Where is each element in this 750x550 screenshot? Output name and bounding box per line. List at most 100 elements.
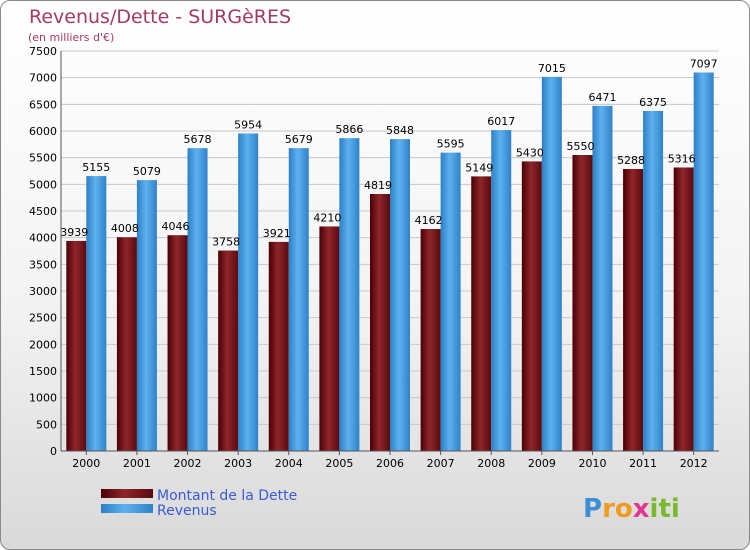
data-label: 4046: [162, 220, 190, 233]
y-tick-label: 1000: [29, 392, 57, 405]
revenus-bar: [693, 72, 714, 451]
data-label: 5079: [133, 165, 161, 178]
revenus-bar: [440, 152, 461, 451]
revenus-bar: [238, 133, 259, 451]
x-tick-label: 2010: [578, 457, 606, 470]
data-label: 5430: [516, 146, 544, 159]
debt-bar: [218, 250, 239, 451]
debt-bar: [471, 176, 492, 452]
x-tick-label: 2011: [629, 457, 657, 470]
y-tick-label: 7500: [29, 45, 57, 58]
data-label: 5678: [184, 133, 212, 146]
legend-label-revenus: Revenus: [157, 503, 217, 519]
data-label: 5155: [82, 161, 110, 174]
debt-bar: [66, 240, 87, 451]
x-tick-label: 2002: [174, 457, 202, 470]
data-label: 4008: [111, 222, 139, 235]
revenus-bar: [390, 139, 410, 451]
y-tick-label: 5000: [29, 178, 57, 191]
debt-bar: [167, 235, 188, 451]
x-tick-label: 2004: [275, 457, 303, 470]
x-tick-label: 2009: [528, 457, 556, 470]
revenus-bar: [136, 180, 157, 451]
debt-bar: [420, 229, 441, 451]
chart-subtitle: (en milliers d'€): [28, 31, 114, 44]
y-tick-label: 3500: [29, 258, 57, 271]
logo-letter: i: [650, 494, 659, 524]
legend-swatch-revenus: [101, 504, 153, 513]
logo-letter: r: [602, 494, 615, 524]
x-tick-label: 2003: [224, 457, 252, 470]
legend-label-debt: Montant de la Dette: [157, 488, 297, 504]
y-tick-label: 3000: [29, 285, 57, 298]
revenus-bar: [643, 111, 664, 451]
bars: [66, 72, 714, 452]
legend: Montant de la Dette Revenus: [101, 488, 297, 519]
data-label: 6471: [588, 91, 616, 104]
x-tick-label: 2006: [376, 457, 404, 470]
x-tick-label: 2005: [325, 457, 353, 470]
data-label: 5954: [234, 118, 262, 131]
legend-swatch-debt: [101, 489, 153, 498]
data-label: 5595: [437, 138, 465, 151]
y-tick-label: 6000: [29, 125, 57, 138]
y-axis-ticks: 0 500 1000 1500 2000 2500 3000 3500 4000 4500 5000…: [29, 45, 57, 458]
x-tick-label: 2007: [427, 457, 455, 470]
data-label: 5550: [566, 140, 594, 153]
y-tick-label: 6500: [29, 98, 57, 111]
revenus-bar: [491, 130, 512, 452]
chart-title: Revenus/Dette - SURGèRES: [29, 6, 291, 28]
x-tick-label: 2012: [680, 457, 708, 470]
data-label: 5316: [668, 152, 696, 165]
data-label: 5149: [465, 161, 493, 174]
debt-bar: [673, 167, 694, 452]
revenus-bar: [86, 176, 107, 452]
debt-bar: [572, 155, 593, 451]
logo-letter: t: [658, 494, 670, 524]
logo-letter: P: [583, 494, 602, 524]
data-label: 3758: [212, 236, 240, 249]
y-tick-label: 2500: [29, 312, 57, 325]
axes: [60, 51, 719, 452]
data-label: 6375: [639, 96, 667, 109]
data-label: 6017: [487, 115, 515, 128]
debt-bar: [521, 161, 542, 451]
data-label: 5679: [285, 133, 313, 146]
y-tick-label: 1500: [29, 365, 57, 378]
x-tick-label: 2000: [72, 457, 100, 470]
logo-letter: o: [615, 494, 633, 524]
data-label: 4819: [364, 179, 392, 192]
revenus-bar: [541, 76, 562, 451]
debt-bar: [268, 241, 289, 451]
debt-bar: [623, 168, 644, 451]
data-label: 7015: [538, 62, 566, 75]
revenus-bar: [187, 148, 208, 451]
data-label: 3921: [263, 227, 291, 240]
y-tick-label: 5500: [29, 152, 57, 165]
data-label: 4210: [313, 211, 341, 224]
revenus-bar: [288, 148, 309, 451]
data-label: 4162: [415, 214, 443, 227]
data-label: 5866: [335, 123, 363, 136]
proxiti-logo: Proxiti: [583, 494, 680, 524]
logo-letter: i: [671, 494, 680, 524]
y-tick-label: 4000: [29, 232, 57, 245]
y-tick-label: 0: [50, 445, 57, 458]
data-label: 3939: [60, 226, 88, 239]
x-tick-label: 2008: [477, 457, 505, 470]
data-label: 7097: [690, 57, 718, 70]
revenus-bar: [592, 105, 613, 451]
debt-bar: [116, 237, 137, 451]
logo-letter: x: [633, 494, 650, 524]
y-tick-label: 7000: [29, 72, 57, 85]
y-tick-label: 4500: [29, 205, 57, 218]
y-tick-label: 500: [36, 418, 57, 431]
y-tick-label: 2000: [29, 338, 57, 351]
debt-bar: [370, 193, 390, 451]
data-label: 5288: [617, 154, 645, 167]
debt-bar: [319, 226, 340, 451]
x-axis-ticks: 2000 2001 2002 2003 2004 2005 2006 2007 2008 2009…: [72, 451, 708, 470]
revenus-bar: [339, 138, 360, 451]
